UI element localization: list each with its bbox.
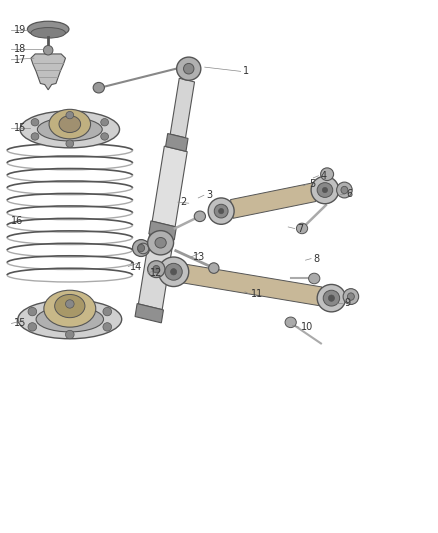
Text: 5: 5 xyxy=(309,179,315,189)
Ellipse shape xyxy=(103,308,112,316)
Ellipse shape xyxy=(66,111,74,119)
Text: 8: 8 xyxy=(313,254,319,264)
Ellipse shape xyxy=(309,273,320,284)
Ellipse shape xyxy=(101,118,109,126)
Ellipse shape xyxy=(219,208,224,214)
Text: 11: 11 xyxy=(251,289,264,299)
Ellipse shape xyxy=(133,240,150,256)
Text: 3: 3 xyxy=(206,190,212,200)
Ellipse shape xyxy=(28,322,37,331)
Polygon shape xyxy=(230,183,315,219)
Ellipse shape xyxy=(59,116,81,133)
Ellipse shape xyxy=(43,45,53,55)
Ellipse shape xyxy=(66,330,74,339)
Ellipse shape xyxy=(347,293,354,300)
Ellipse shape xyxy=(341,187,348,193)
Ellipse shape xyxy=(31,133,39,140)
Ellipse shape xyxy=(321,168,334,181)
Ellipse shape xyxy=(194,211,205,222)
Ellipse shape xyxy=(317,183,333,197)
Ellipse shape xyxy=(337,182,352,198)
Ellipse shape xyxy=(184,63,194,74)
Ellipse shape xyxy=(101,133,109,140)
Ellipse shape xyxy=(31,118,39,126)
Ellipse shape xyxy=(103,322,112,331)
Ellipse shape xyxy=(208,263,219,273)
Polygon shape xyxy=(170,78,194,138)
Ellipse shape xyxy=(343,289,359,304)
Ellipse shape xyxy=(153,265,160,273)
Ellipse shape xyxy=(66,300,74,308)
Ellipse shape xyxy=(138,244,145,252)
Polygon shape xyxy=(149,221,177,240)
Ellipse shape xyxy=(148,261,165,278)
Text: 18: 18 xyxy=(14,44,26,54)
Ellipse shape xyxy=(155,238,166,248)
Ellipse shape xyxy=(138,243,149,254)
Ellipse shape xyxy=(170,269,177,275)
Polygon shape xyxy=(135,304,163,323)
Ellipse shape xyxy=(93,83,104,93)
Ellipse shape xyxy=(49,109,91,139)
Ellipse shape xyxy=(55,294,85,318)
Ellipse shape xyxy=(311,176,339,204)
Ellipse shape xyxy=(214,204,228,218)
Text: 13: 13 xyxy=(193,252,205,262)
Ellipse shape xyxy=(18,300,122,339)
Text: 6: 6 xyxy=(346,189,353,199)
Polygon shape xyxy=(166,134,188,151)
Polygon shape xyxy=(31,54,66,90)
Ellipse shape xyxy=(328,295,335,301)
Polygon shape xyxy=(152,146,187,227)
Ellipse shape xyxy=(322,188,328,192)
Ellipse shape xyxy=(44,290,96,327)
Ellipse shape xyxy=(28,21,69,37)
Text: 10: 10 xyxy=(301,322,314,332)
Text: 2: 2 xyxy=(180,197,186,207)
Text: 15: 15 xyxy=(14,318,26,328)
Text: 9: 9 xyxy=(344,298,350,309)
Text: 7: 7 xyxy=(297,223,303,233)
Ellipse shape xyxy=(285,317,296,328)
Text: 12: 12 xyxy=(150,268,162,278)
Ellipse shape xyxy=(31,28,66,38)
Ellipse shape xyxy=(317,285,346,312)
Ellipse shape xyxy=(297,223,307,233)
Text: 16: 16 xyxy=(11,216,23,225)
Polygon shape xyxy=(138,234,173,310)
Ellipse shape xyxy=(20,111,120,148)
Ellipse shape xyxy=(208,198,234,224)
Text: 15: 15 xyxy=(14,123,26,133)
Ellipse shape xyxy=(323,290,339,306)
Ellipse shape xyxy=(66,140,74,147)
Ellipse shape xyxy=(177,57,201,80)
Text: 17: 17 xyxy=(14,55,26,64)
Text: 1: 1 xyxy=(243,66,249,76)
Ellipse shape xyxy=(28,308,37,316)
Ellipse shape xyxy=(159,257,189,287)
Text: 19: 19 xyxy=(14,25,26,35)
Text: 14: 14 xyxy=(131,262,143,271)
Text: 4: 4 xyxy=(321,171,327,181)
Ellipse shape xyxy=(165,263,182,280)
Polygon shape xyxy=(183,264,322,306)
Ellipse shape xyxy=(148,231,173,255)
Ellipse shape xyxy=(37,118,102,141)
Ellipse shape xyxy=(36,306,103,332)
